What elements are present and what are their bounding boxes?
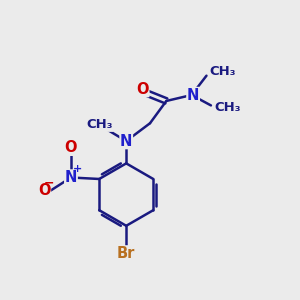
Text: O: O (65, 140, 77, 155)
Text: N: N (65, 170, 77, 185)
Text: Br: Br (117, 246, 135, 261)
Text: O: O (38, 183, 50, 198)
Text: CH₃: CH₃ (214, 101, 241, 114)
Text: −: − (44, 176, 54, 189)
Text: CH₃: CH₃ (209, 65, 236, 78)
Text: O: O (136, 82, 149, 97)
Text: N: N (187, 88, 199, 103)
Text: +: + (73, 164, 82, 174)
Text: N: N (120, 134, 132, 148)
Text: CH₃: CH₃ (86, 118, 113, 131)
